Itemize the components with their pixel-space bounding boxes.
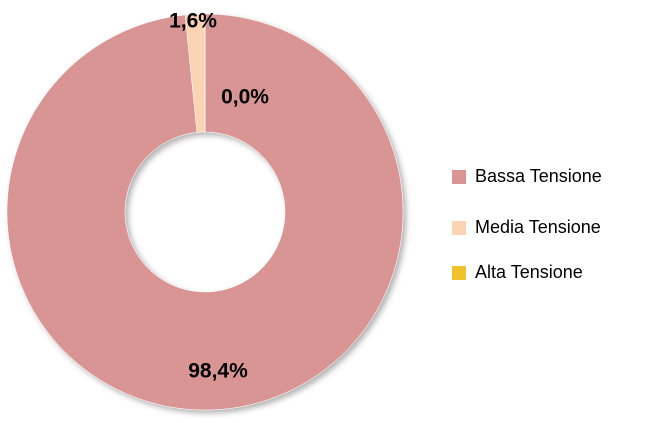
legend-swatch — [452, 221, 466, 235]
data-label: 1,6% — [169, 10, 217, 33]
data-label: 0,0% — [221, 86, 269, 109]
legend-label: Alta Tensione — [475, 262, 583, 282]
data-label: 98,4% — [188, 360, 248, 383]
slice — [6, 13, 404, 411]
legend-swatch — [452, 266, 466, 280]
legend-label: Bassa Tensione — [475, 166, 602, 186]
legend-swatch — [452, 170, 466, 184]
legend-label: Media Tensione — [475, 217, 601, 237]
donut — [6, 13, 404, 411]
